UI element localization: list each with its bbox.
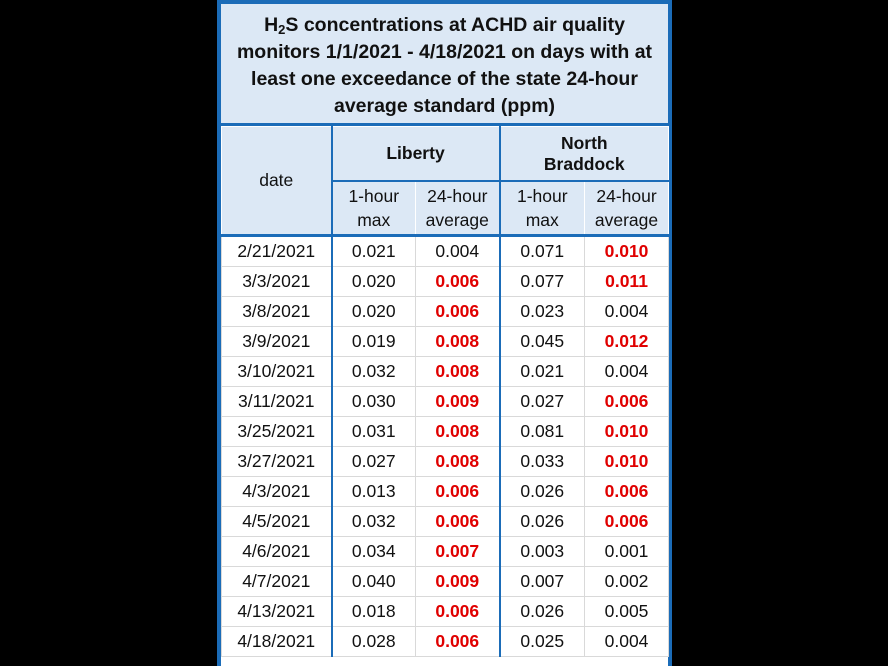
value-cell: 0.010 xyxy=(584,446,670,477)
table-row: 4/7/2021 0.040 0.009 0.007 0.002 xyxy=(221,566,670,597)
value-cell: 0.018 xyxy=(330,596,416,627)
table-row: 3/9/2021 0.019 0.008 0.045 0.012 xyxy=(221,326,670,357)
value-cell: 0.008 xyxy=(414,446,501,477)
table-row: 3/11/2021 0.030 0.009 0.027 0.006 xyxy=(221,386,670,417)
value-cell: 0.034 xyxy=(330,536,416,567)
value-cell: 0.009 xyxy=(414,566,501,597)
table-row: 3/10/2021 0.032 0.008 0.021 0.004 xyxy=(221,356,670,387)
value-cell: 0.019 xyxy=(330,326,416,357)
value-cell: 0.033 xyxy=(498,446,586,477)
header-cell: date xyxy=(221,126,332,237)
date-cell: 3/8/2021 xyxy=(221,296,332,327)
date-cell: 3/11/2021 xyxy=(221,386,332,417)
value-cell: 0.028 xyxy=(330,626,416,657)
date-cell: 4/5/2021 xyxy=(221,506,332,537)
date-cell: 4/18/2021 xyxy=(221,626,332,657)
group-header: North Braddock xyxy=(498,126,670,182)
value-cell: 0.077 xyxy=(498,266,586,297)
value-cell: 0.032 xyxy=(330,506,416,537)
value-cell: 0.040 xyxy=(330,566,416,597)
value-cell: 0.020 xyxy=(330,296,416,327)
table-row: 4/13/2021 0.018 0.006 0.026 0.005 xyxy=(221,596,670,627)
value-cell: 0.025 xyxy=(498,626,586,657)
value-cell: 0.012 xyxy=(584,326,670,357)
value-cell: 0.006 xyxy=(414,506,501,537)
subheader-cell: 24-hour average xyxy=(414,180,501,237)
table-body: 2/21/2021 0.021 0.004 0.071 0.010 3/3/2021 0.0… xyxy=(221,235,670,657)
table-row: 2/21/2021 0.021 0.004 0.071 0.010 xyxy=(221,235,670,267)
subheader-cell: 1-hour max xyxy=(330,180,416,237)
table-row: 4/5/2021 0.032 0.006 0.026 0.006 xyxy=(221,506,670,537)
value-cell: 0.008 xyxy=(414,356,501,387)
subheader-cell: 24-hour average xyxy=(584,180,670,237)
date-cell: 4/13/2021 xyxy=(221,596,332,627)
value-cell: 0.004 xyxy=(584,356,670,387)
value-cell: 0.007 xyxy=(498,566,586,597)
value-cell: 0.008 xyxy=(414,326,501,357)
date-cell: 4/3/2021 xyxy=(221,476,332,507)
value-cell: 0.031 xyxy=(330,416,416,447)
value-cell: 0.011 xyxy=(584,266,670,297)
value-cell: 0.026 xyxy=(498,506,586,537)
date-cell: 3/27/2021 xyxy=(221,446,332,477)
value-cell: 0.032 xyxy=(330,356,416,387)
value-cell: 0.001 xyxy=(584,536,670,567)
value-cell: 0.023 xyxy=(498,296,586,327)
date-cell: 3/9/2021 xyxy=(221,326,332,357)
data-table: date Liberty North Braddock 1-hour max 2… xyxy=(221,126,670,657)
value-cell: 0.013 xyxy=(330,476,416,507)
table-row: 3/27/2021 0.027 0.008 0.033 0.010 xyxy=(221,446,670,477)
date-cell: 2/21/2021 xyxy=(221,235,332,267)
value-cell: 0.026 xyxy=(498,596,586,627)
subheader-cell: 1-hour max xyxy=(498,180,586,237)
value-cell: 0.002 xyxy=(584,566,670,597)
value-cell: 0.007 xyxy=(414,536,501,567)
date-cell: 3/25/2021 xyxy=(221,416,332,447)
value-cell: 0.006 xyxy=(584,386,670,417)
value-cell: 0.020 xyxy=(330,266,416,297)
value-cell: 0.010 xyxy=(584,416,670,447)
value-cell: 0.027 xyxy=(498,386,586,417)
value-cell: 0.006 xyxy=(414,296,501,327)
value-cell: 0.021 xyxy=(498,356,586,387)
value-cell: 0.006 xyxy=(414,596,501,627)
value-cell: 0.071 xyxy=(498,235,586,267)
table-row: 4/18/2021 0.028 0.006 0.025 0.004 xyxy=(221,626,670,657)
value-cell: 0.006 xyxy=(414,476,501,507)
value-cell: 0.004 xyxy=(414,235,501,267)
value-cell: 0.010 xyxy=(584,235,670,267)
title-subscript: 2 xyxy=(278,22,286,37)
title-text: H xyxy=(264,14,279,36)
value-cell: 0.027 xyxy=(330,446,416,477)
value-cell: 0.021 xyxy=(330,235,416,267)
table-row: 3/25/2021 0.031 0.008 0.081 0.010 xyxy=(221,416,670,447)
date-cell: 3/10/2021 xyxy=(221,356,332,387)
value-cell: 0.026 xyxy=(498,476,586,507)
value-cell: 0.009 xyxy=(414,386,501,417)
value-cell: 0.081 xyxy=(498,416,586,447)
value-cell: 0.006 xyxy=(414,626,501,657)
value-cell: 0.004 xyxy=(584,296,670,327)
table-row: 4/6/2021 0.034 0.007 0.003 0.001 xyxy=(221,536,670,567)
table-row: 3/3/2021 0.020 0.006 0.077 0.011 xyxy=(221,266,670,297)
title-text: S concentrations at ACHD air quality mon… xyxy=(236,14,653,117)
value-cell: 0.006 xyxy=(584,476,670,507)
date-cell: 3/3/2021 xyxy=(221,266,332,297)
value-cell: 0.003 xyxy=(498,536,586,567)
value-cell: 0.004 xyxy=(584,626,670,657)
table-panel: H2S concentrations at ACHD air quality m… xyxy=(217,0,672,666)
date-cell: 4/7/2021 xyxy=(221,566,332,597)
value-cell: 0.045 xyxy=(498,326,586,357)
table-row: 3/8/2021 0.020 0.006 0.023 0.004 xyxy=(221,296,670,327)
value-cell: 0.006 xyxy=(414,266,501,297)
value-cell: 0.005 xyxy=(584,596,670,627)
value-cell: 0.006 xyxy=(584,506,670,537)
table-row: 4/3/2021 0.013 0.006 0.026 0.006 xyxy=(221,476,670,507)
group-header: Liberty xyxy=(330,126,501,182)
value-cell: 0.008 xyxy=(414,416,501,447)
table-title: H2S concentrations at ACHD air quality m… xyxy=(221,4,668,126)
date-cell: 4/6/2021 xyxy=(221,536,332,567)
value-cell: 0.030 xyxy=(330,386,416,417)
